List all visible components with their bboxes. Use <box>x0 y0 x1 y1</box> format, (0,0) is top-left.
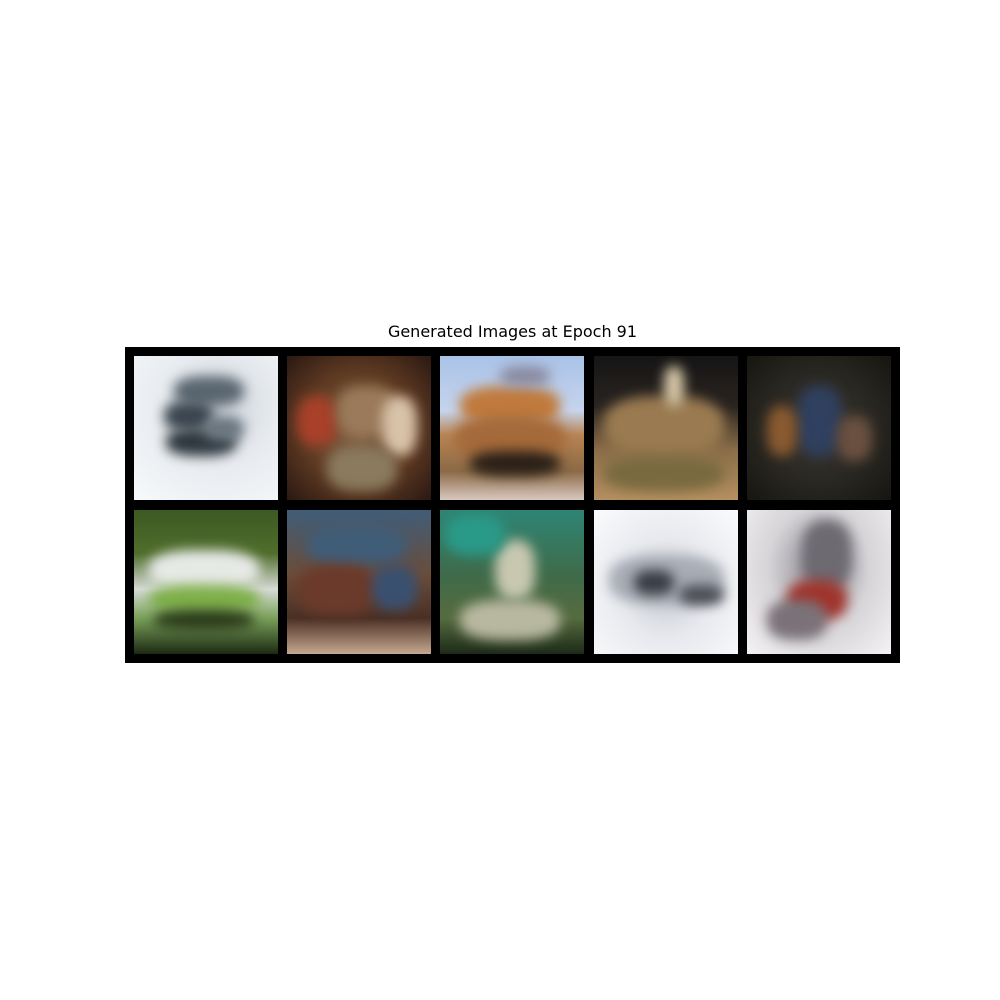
generated-sample-2 <box>287 356 431 500</box>
generated-sample-10 <box>747 510 891 654</box>
generated-sample-1 <box>134 356 278 500</box>
generated-sample-3 <box>440 356 584 500</box>
generated-sample-4 <box>594 356 738 500</box>
generated-image-grid <box>125 347 900 663</box>
generated-sample-7 <box>287 510 431 654</box>
generated-sample-8 <box>440 510 584 654</box>
generated-sample-6 <box>134 510 278 654</box>
generated-sample-9 <box>594 510 738 654</box>
figure-title: Generated Images at Epoch 91 <box>387 322 638 341</box>
generated-sample-5 <box>747 356 891 500</box>
